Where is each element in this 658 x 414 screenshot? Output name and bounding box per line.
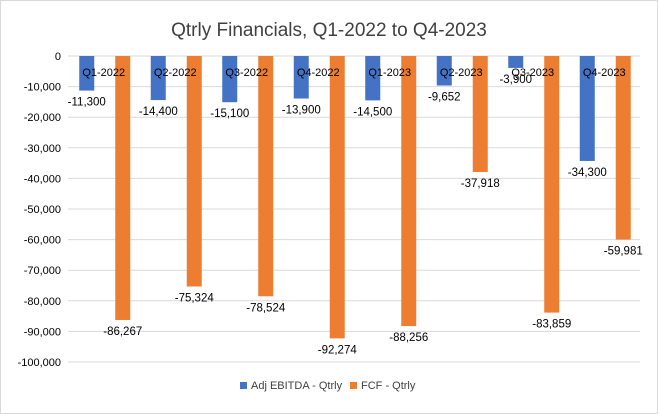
bar-adj-ebitda [436, 56, 452, 86]
y-tick-label: -30,000 [24, 143, 61, 155]
legend-swatch [240, 382, 247, 389]
bar-adj-ebitda [293, 56, 309, 99]
data-label: -14,400 [139, 106, 178, 118]
y-tick-label: -50,000 [24, 204, 61, 216]
data-label: -86,267 [103, 326, 142, 338]
data-label: -34,300 [568, 167, 607, 179]
x-category-label: Q2-2023 [440, 67, 483, 79]
data-label: -13,900 [282, 105, 321, 117]
bar-fcf [329, 56, 345, 339]
x-category-label: Q3-2022 [225, 67, 268, 79]
y-tick-label: 0 [55, 51, 61, 63]
y-tick-label: -70,000 [24, 265, 61, 277]
x-category-label: Q1-2022 [82, 67, 125, 79]
data-label: -37,918 [461, 178, 500, 190]
y-tick-label: -100,000 [18, 357, 61, 369]
legend: Adj EBITDA - Qtrly FCF - Qtrly [240, 380, 416, 392]
bar-adj-ebitda [150, 56, 166, 101]
chart-title: Qtrly Financials, Q1-2022 to Q4-2023 [171, 20, 487, 41]
data-label: -78,524 [246, 302, 286, 314]
y-tick-label: -20,000 [24, 112, 61, 124]
bars [79, 56, 631, 339]
x-category-label: Q2-2022 [154, 67, 197, 79]
bar-adj-ebitda [508, 56, 524, 68]
y-tick-label: -40,000 [24, 173, 61, 185]
bar-adj-ebitda [579, 56, 595, 161]
bar-fcf [186, 56, 202, 287]
data-label: -14,500 [353, 106, 392, 118]
y-axis-ticks: 0 -10,000 -20,000 -30,000 -40,000 -50,000 -60,… [18, 51, 61, 369]
data-label: -9,652 [428, 92, 461, 104]
data-label: -83,859 [532, 319, 571, 331]
data-label: -3,900 [499, 74, 532, 86]
bar-adj-ebitda [222, 56, 238, 103]
data-label: -11,300 [68, 97, 106, 109]
bar-fcf [615, 56, 631, 240]
data-label: -92,274 [318, 344, 358, 356]
bar-fcf [258, 56, 274, 297]
x-axis-categories: Q1-2022 Q2-2022 Q3-2022 Q4-2022 Q1-2023 Q2-20… [82, 67, 625, 79]
x-category-label: Q4-2023 [583, 67, 626, 79]
data-label: -75,324 [175, 292, 215, 304]
legend-label: FCF - Qtrly [361, 380, 416, 392]
bar-adj-ebitda [79, 56, 95, 91]
bar-fcf [472, 56, 488, 173]
legend-swatch [350, 382, 357, 389]
x-category-label: Q1-2023 [368, 67, 411, 79]
data-label: -59,981 [604, 246, 643, 258]
x-category-label: Q4-2022 [297, 67, 340, 79]
x-category-label: Q3-2023 [511, 67, 554, 79]
legend-label: Adj EBITDA - Qtrly [251, 380, 343, 392]
bar-fcf [544, 56, 560, 313]
y-tick-label: -10,000 [24, 82, 61, 94]
y-tick-label: -60,000 [24, 235, 61, 247]
bar-adj-ebitda [365, 56, 381, 101]
y-tick-label: -90,000 [24, 326, 61, 338]
data-labels: -11,300 -14,400 -15,100 -13,900 -14,500 -9,65… [68, 74, 643, 356]
data-label: -88,256 [389, 332, 428, 344]
y-tick-label: -80,000 [24, 296, 61, 308]
bar-fcf [115, 56, 131, 320]
data-label: -15,100 [210, 108, 249, 120]
bar-fcf [401, 56, 417, 327]
